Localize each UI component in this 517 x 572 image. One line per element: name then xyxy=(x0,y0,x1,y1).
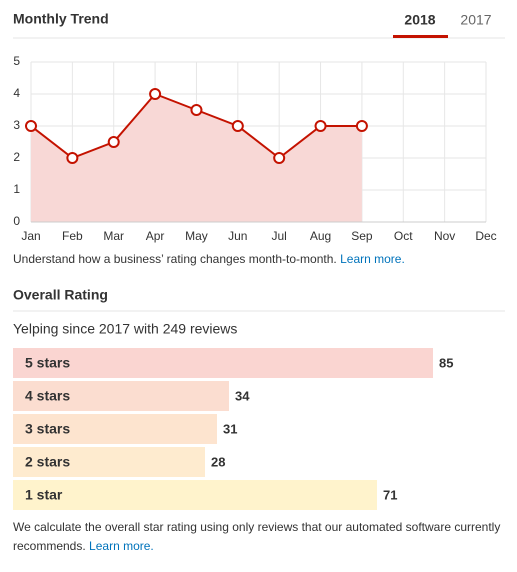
note-text: Understand how a business’ rating change… xyxy=(13,252,337,266)
bar-label: 4 stars xyxy=(25,388,70,404)
point xyxy=(107,136,120,148)
point xyxy=(231,120,244,132)
value-label: 31 xyxy=(223,421,237,436)
x-tick-label: Sep xyxy=(351,229,373,243)
rating-bar xyxy=(13,414,217,444)
tab-underline xyxy=(393,35,448,38)
y-tick-label: 0 xyxy=(13,214,20,228)
bar-label: 3 stars xyxy=(25,421,70,437)
point xyxy=(273,152,286,164)
x-tick-label: Dec xyxy=(475,229,496,243)
x-tick-label: Oct xyxy=(394,229,413,243)
value-label: 85 xyxy=(439,355,453,370)
y-tick-label: 5 xyxy=(13,54,20,68)
bar-label: 5 stars xyxy=(25,355,70,371)
x-tick-label: Feb xyxy=(62,229,83,243)
learn-more-link[interactable]: Learn more. xyxy=(89,539,154,553)
rating-bar xyxy=(13,348,433,378)
note-text: We calculate the overall star rating usi… xyxy=(13,520,501,553)
x-tick-label: Mar xyxy=(103,229,124,243)
point xyxy=(66,152,79,164)
trend-note: Understand how a business’ rating change… xyxy=(13,250,405,269)
x-tick-label: Jun xyxy=(228,229,247,243)
tab[interactable]: 2017 xyxy=(460,12,491,28)
x-tick-label: Aug xyxy=(310,229,331,243)
value-label: 28 xyxy=(211,454,225,469)
section-title: Overall Rating xyxy=(13,287,108,303)
rating-bar xyxy=(13,381,229,411)
x-tick-label: Apr xyxy=(146,229,165,243)
rating-bar xyxy=(13,480,377,510)
footer-note: We calculate the overall star rating usi… xyxy=(13,518,508,556)
value-label: 34 xyxy=(235,388,250,403)
x-tick-label: Jan xyxy=(21,229,40,243)
x-tick-label: Nov xyxy=(434,229,455,243)
learn-more-link[interactable]: Learn more. xyxy=(340,252,405,266)
value-label: 71 xyxy=(383,487,397,502)
y-tick-label: 2 xyxy=(13,150,20,164)
rating-bar xyxy=(13,447,205,477)
point xyxy=(355,120,368,132)
tab-active[interactable]: 2018 xyxy=(404,12,435,28)
x-tick-label: Jul xyxy=(272,229,287,243)
point xyxy=(314,120,327,132)
bar-label: 1 star xyxy=(25,487,63,503)
y-tick-label: 3 xyxy=(13,118,20,132)
subtitle: Yelping since 2017 with 249 reviews xyxy=(13,321,237,337)
point xyxy=(149,88,162,100)
point xyxy=(25,120,37,132)
point xyxy=(190,104,203,116)
bar-label: 2 stars xyxy=(25,454,70,470)
y-tick-label: 1 xyxy=(13,182,20,196)
area xyxy=(31,94,362,222)
y-tick-label: 4 xyxy=(13,86,20,100)
section-title: Monthly Trend xyxy=(13,11,109,27)
x-tick-label: May xyxy=(185,229,208,243)
